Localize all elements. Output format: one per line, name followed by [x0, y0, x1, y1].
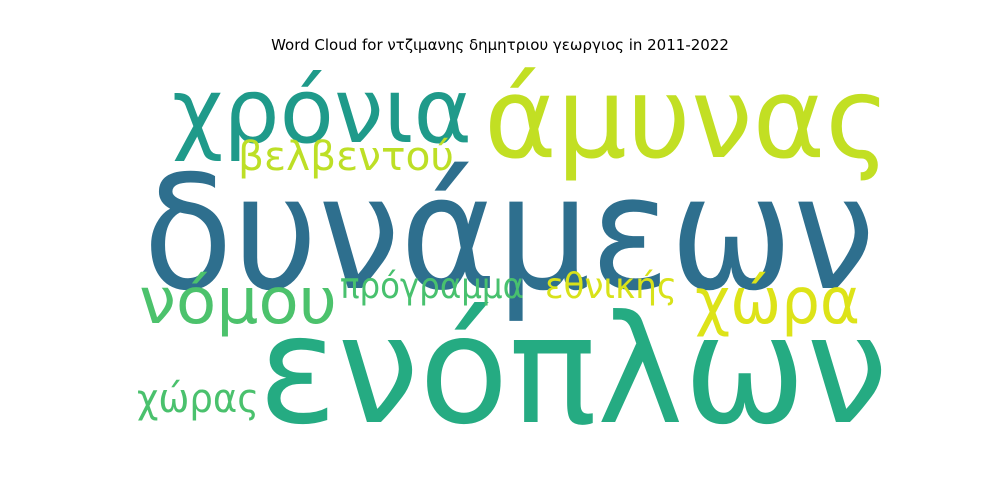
- word-velventou: βελβεντού: [238, 134, 454, 180]
- word-chronia: χρόνια: [172, 59, 472, 164]
- word-nomou: νόμου: [139, 265, 337, 339]
- word-ethnikis: εθνικής: [545, 266, 677, 307]
- word-chora: χώρα: [695, 265, 860, 339]
- word-programma: πρόγραμμα: [340, 266, 524, 307]
- chart-title: Word Cloud for ντζιμανης δημητριου γεωργ…: [271, 36, 729, 54]
- word-dynameon: δυνάμεων: [143, 142, 875, 326]
- word-choras: χώρας: [137, 376, 259, 422]
- word-amynas: άμυνας: [484, 54, 890, 184]
- word-enoplon: ενόπλων: [258, 284, 888, 458]
